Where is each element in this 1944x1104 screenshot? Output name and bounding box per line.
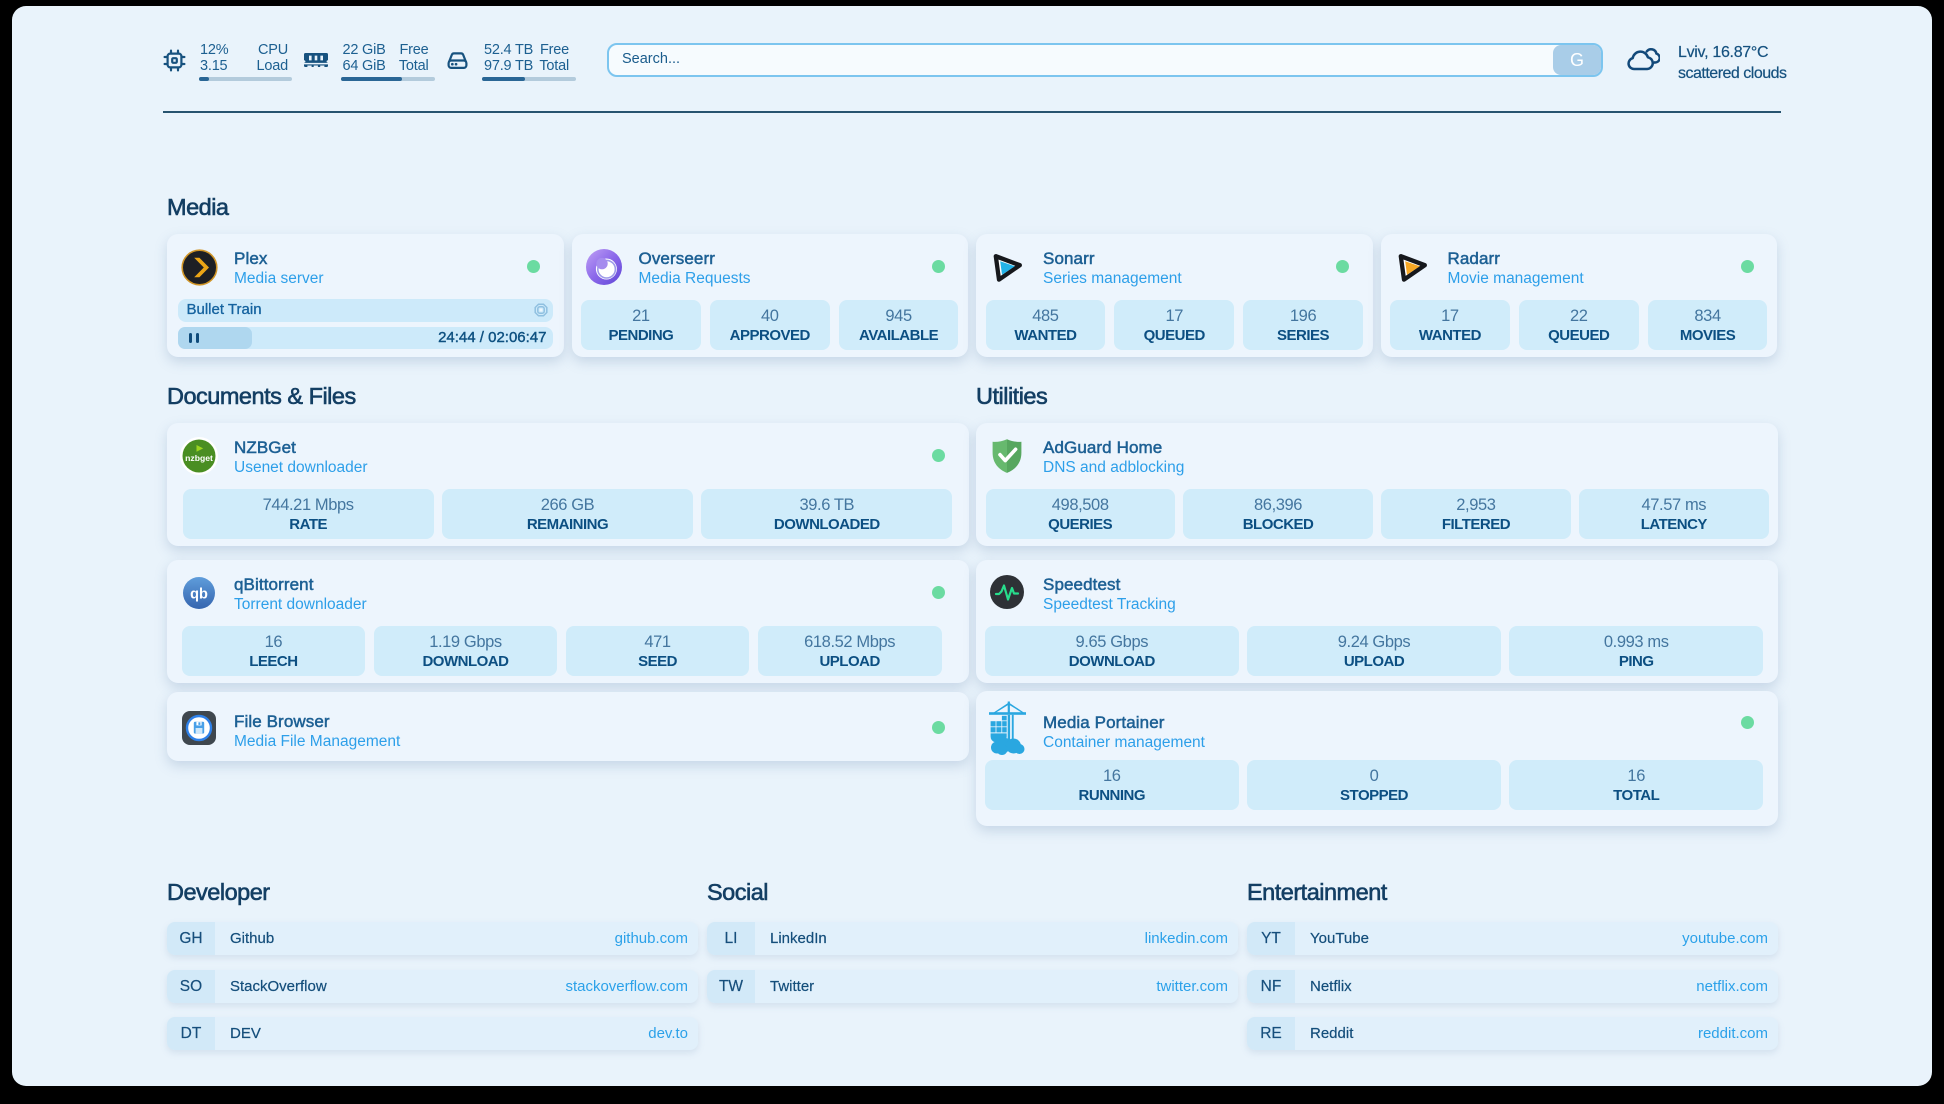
svg-text:qb: qb	[190, 587, 208, 603]
svg-text:nzbget: nzbget	[185, 453, 213, 463]
